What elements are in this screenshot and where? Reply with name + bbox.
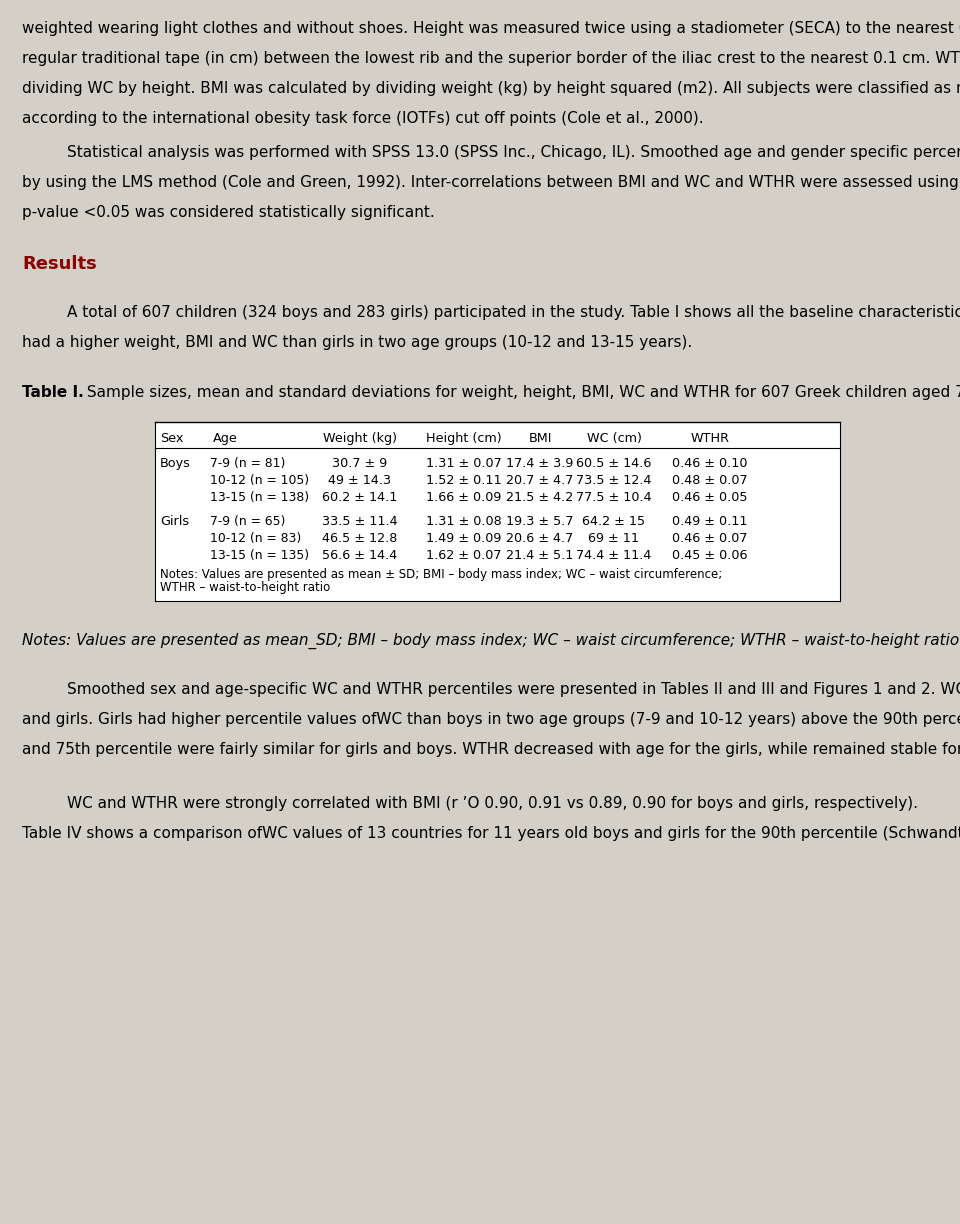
Text: 0.49 ± 0.11: 0.49 ± 0.11: [672, 514, 748, 528]
Text: WC (cm): WC (cm): [587, 432, 641, 444]
Text: 0.46 ± 0.07: 0.46 ± 0.07: [672, 531, 748, 545]
Text: 10-12 (n = 105): 10-12 (n = 105): [210, 474, 309, 487]
Text: 21.5 ± 4.2: 21.5 ± 4.2: [506, 491, 574, 503]
Text: 33.5 ± 11.4: 33.5 ± 11.4: [323, 514, 397, 528]
Text: had a higher weight, BMI and WC than girls in two age groups (10-12 and 13-15 ye: had a higher weight, BMI and WC than gir…: [22, 335, 692, 350]
Text: and 75th percentile were fairly similar for girls and boys. WTHR decreased with : and 75th percentile were fairly similar …: [22, 743, 960, 758]
Text: Girls: Girls: [160, 514, 189, 528]
Bar: [155, 422, 840, 601]
Text: 19.3 ± 5.7: 19.3 ± 5.7: [506, 514, 574, 528]
Text: Table I.: Table I.: [22, 386, 84, 400]
Text: 49 ± 14.3: 49 ± 14.3: [328, 474, 392, 487]
Text: 1.62 ± 0.07: 1.62 ± 0.07: [425, 548, 501, 562]
Text: 7-9 (n = 65): 7-9 (n = 65): [210, 514, 285, 528]
Text: Smoothed sex and age-specific WC and WTHR percentiles were presented in Tables I: Smoothed sex and age-specific WC and WTH…: [67, 683, 960, 698]
Text: 0.46 ± 0.05: 0.46 ± 0.05: [672, 491, 748, 503]
Text: WTHR – waist-to-height ratio: WTHR – waist-to-height ratio: [160, 581, 330, 594]
Text: 60.5 ± 14.6: 60.5 ± 14.6: [576, 457, 652, 470]
Text: Sample sizes, mean and standard deviations for weight, height, BMI, WC and WTHR : Sample sizes, mean and standard deviatio…: [82, 386, 960, 400]
Text: Boys: Boys: [160, 457, 191, 470]
Text: 1.31 ± 0.07: 1.31 ± 0.07: [425, 457, 501, 470]
Text: p-value <0.05 was considered statistically significant.: p-value <0.05 was considered statistical…: [22, 206, 435, 220]
Text: 20.7 ± 4.7: 20.7 ± 4.7: [506, 474, 574, 487]
Text: 64.2 ± 15: 64.2 ± 15: [583, 514, 645, 528]
Text: and girls. Girls had higher percentile values ofWC than boys in two age groups (: and girls. Girls had higher percentile v…: [22, 712, 960, 727]
Text: Notes: Values are presented as mean ± SD; BMI – body mass index; WC – waist circ: Notes: Values are presented as mean ± SD…: [160, 568, 722, 581]
Text: Statistical analysis was performed with SPSS 13.0 (SPSS Inc., Chicago, IL). Smoo: Statistical analysis was performed with …: [67, 146, 960, 160]
Text: 0.45 ± 0.06: 0.45 ± 0.06: [672, 548, 748, 562]
Text: A total of 607 children (324 boys and 283 girls) participated in the study. Tabl: A total of 607 children (324 boys and 28…: [67, 306, 960, 321]
Text: WC and WTHR were strongly correlated with BMI (r ’O 0.90, 0.91 vs 0.89, 0.90 for: WC and WTHR were strongly correlated wit…: [67, 797, 918, 812]
Text: BMI: BMI: [528, 432, 552, 444]
Text: Age: Age: [212, 432, 237, 444]
Text: 46.5 ± 12.8: 46.5 ± 12.8: [323, 531, 397, 545]
Text: by using the LMS method (Cole and Green, 1992). Inter-correlations between BMI a: by using the LMS method (Cole and Green,…: [22, 175, 960, 191]
Text: 13-15 (n = 135): 13-15 (n = 135): [210, 548, 309, 562]
Text: according to the international obesity task force (IOTFs) cut off points (Cole e: according to the international obesity t…: [22, 111, 704, 126]
Text: Notes: Values are presented as mean_SD; BMI – body mass index; WC – waist circum: Notes: Values are presented as mean_SD; …: [22, 633, 959, 649]
Text: 21.4 ± 5.1: 21.4 ± 5.1: [506, 548, 574, 562]
Text: 56.6 ± 14.4: 56.6 ± 14.4: [323, 548, 397, 562]
Text: 69 ± 11: 69 ± 11: [588, 531, 639, 545]
Text: WTHR: WTHR: [690, 432, 730, 444]
Text: 13-15 (n = 138): 13-15 (n = 138): [210, 491, 309, 503]
Text: 10-12 (n = 83): 10-12 (n = 83): [210, 531, 301, 545]
Text: 1.31 ± 0.08: 1.31 ± 0.08: [425, 514, 501, 528]
Text: 73.5 ± 12.4: 73.5 ± 12.4: [576, 474, 652, 487]
Text: weighted wearing light clothes and without shoes. Height was measured twice usin: weighted wearing light clothes and witho…: [22, 21, 960, 37]
Text: Weight (kg): Weight (kg): [323, 432, 397, 444]
Text: Results: Results: [22, 256, 97, 273]
Text: 20.6 ± 4.7: 20.6 ± 4.7: [506, 531, 574, 545]
Text: Sex: Sex: [160, 432, 183, 444]
Text: 0.48 ± 0.07: 0.48 ± 0.07: [672, 474, 748, 487]
Text: 30.7 ± 9: 30.7 ± 9: [332, 457, 388, 470]
Text: 1.52 ± 0.11: 1.52 ± 0.11: [425, 474, 501, 487]
Text: 1.49 ± 0.09: 1.49 ± 0.09: [426, 531, 501, 545]
Text: 17.4 ± 3.9: 17.4 ± 3.9: [506, 457, 574, 470]
Text: Height (cm): Height (cm): [425, 432, 501, 444]
Text: dividing WC by height. BMI was calculated by dividing weight (kg) by height squa: dividing WC by height. BMI was calculate…: [22, 82, 960, 97]
Text: regular traditional tape (in cm) between the lowest rib and the superior border : regular traditional tape (in cm) between…: [22, 51, 960, 66]
Text: Table IV shows a comparison ofWC values of 13 countries for 11 years old boys an: Table IV shows a comparison ofWC values …: [22, 826, 960, 841]
Text: 7-9 (n = 81): 7-9 (n = 81): [210, 457, 285, 470]
Text: 0.46 ± 0.10: 0.46 ± 0.10: [672, 457, 748, 470]
Text: 1.66 ± 0.09: 1.66 ± 0.09: [426, 491, 501, 503]
Text: 77.5 ± 10.4: 77.5 ± 10.4: [576, 491, 652, 503]
Text: 74.4 ± 11.4: 74.4 ± 11.4: [576, 548, 652, 562]
Text: 60.2 ± 14.1: 60.2 ± 14.1: [323, 491, 397, 503]
